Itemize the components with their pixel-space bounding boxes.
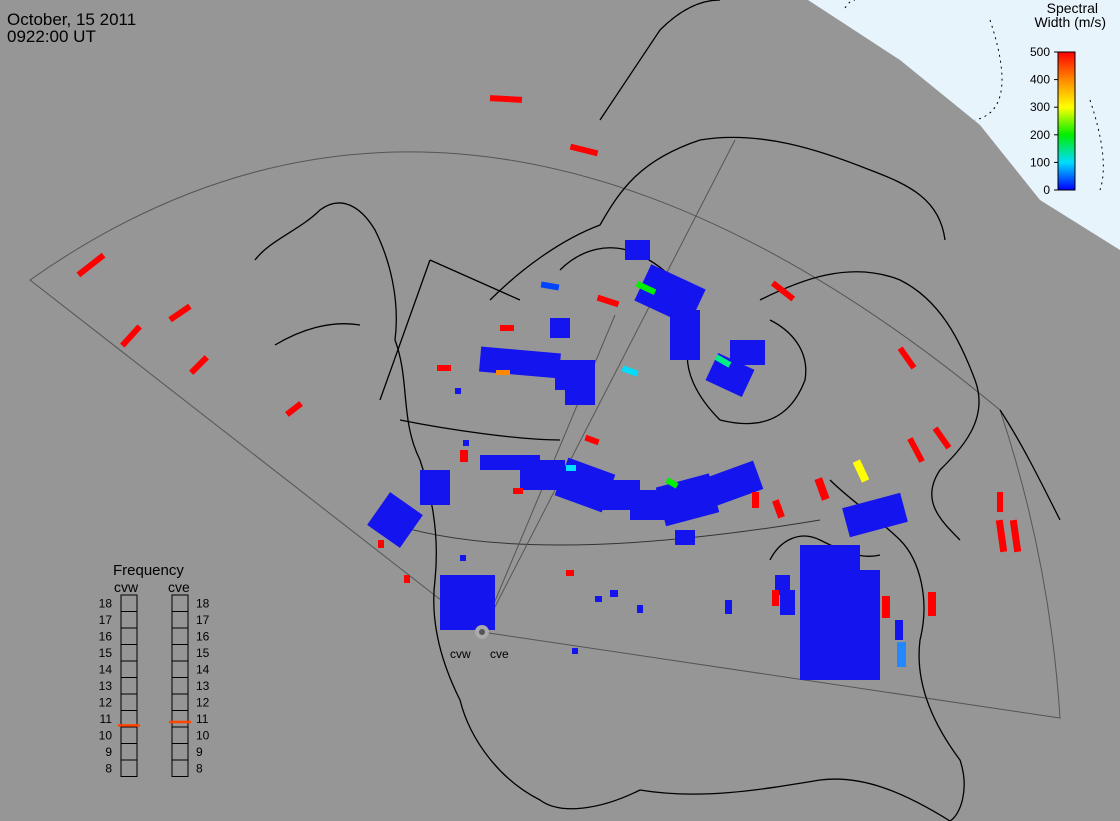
coastlines — [254, 0, 1061, 821]
latitude-circle-dotted-3 — [1089, 99, 1104, 191]
time-label: 0922:00 UT — [7, 27, 96, 46]
frequency-scale-label-left: 18 — [99, 596, 113, 610]
colorbar-tick-label: 400 — [1030, 73, 1050, 87]
colorbar-title-2: Width (m/s) — [1034, 14, 1106, 30]
frequency-scale-label-right: 14 — [196, 662, 210, 676]
radar-label-cvw: cvw — [450, 647, 471, 661]
frequency-scale-label-left: 12 — [99, 695, 113, 709]
radar-label-cve: cve — [490, 647, 509, 661]
frequency-scale: 18 18 17 17 16 16 15 15 14 14 13 13 12 12 11 11 10 10 9 9 8 8 — [99, 594, 210, 777]
frequency-scale-label-left: 14 — [99, 662, 113, 676]
frequency-title: Frequency — [113, 562, 184, 579]
fov-beam-edge-1 — [481, 139, 736, 633]
frequency-scale-label-left: 9 — [105, 745, 112, 759]
scatter-blue — [367, 240, 908, 680]
frequency-scale-label-right: 11 — [196, 712, 209, 726]
colorbar-tick-label: 100 — [1030, 155, 1050, 169]
frequency-column-cve — [171, 594, 189, 777]
frequency-scale-label-left: 10 — [99, 728, 113, 742]
frequency-panel: Frequency cvw cve 18 18 17 17 16 16 15 15 14 14 13… — [99, 562, 210, 777]
frequency-scale-label-right: 10 — [196, 728, 210, 742]
frequency-scale-label-left: 11 — [100, 712, 113, 726]
latitude-circle-dotted — [844, 0, 856, 9]
frequency-scale-label-left: 16 — [99, 629, 113, 643]
colorbar: Spectral Width (m/s) 500 400 300 200 100 0 — [1030, 0, 1106, 197]
frequency-scale-label-right: 8 — [196, 761, 203, 775]
frequency-scale-label-right: 13 — [196, 679, 210, 693]
frequency-scale-label-left: 8 — [105, 761, 112, 775]
colorbar-tick-label: 300 — [1030, 100, 1050, 114]
latitude-circle-dotted-2 — [974, 19, 1003, 121]
radar-site-center — [479, 629, 485, 635]
frequency-scale-label-right: 9 — [196, 745, 203, 759]
date-label: October, 15 2011 — [7, 10, 137, 29]
frequency-scale-label-left: 15 — [99, 646, 113, 660]
frequency-scale-label-left: 13 — [99, 679, 113, 693]
frequency-scale-label-right: 12 — [196, 695, 210, 709]
colorbar-tick-label: 200 — [1030, 128, 1050, 142]
colorbar-gradient — [1057, 51, 1076, 191]
colorbar-title-1: Spectral — [1047, 0, 1098, 16]
fov-inner-arc — [379, 519, 821, 546]
frequency-scale-label-right: 17 — [196, 613, 210, 627]
frequency-scale-label-right: 18 — [196, 596, 210, 610]
radar-fov-outline — [29, 151, 1061, 719]
scatter-red — [76, 95, 1022, 618]
frequency-column-cvw — [120, 594, 138, 777]
scatter-mixed — [496, 281, 906, 667]
frequency-radar-cvw: cvw — [114, 579, 139, 595]
colorbar-tick-label: 0 — [1043, 183, 1050, 197]
frequency-scale-label-right: 15 — [196, 646, 210, 660]
colorbar-tick-label: 500 — [1030, 45, 1050, 59]
polar-region — [808, 0, 1120, 250]
colorbar-ticks: 500 400 300 200 100 0 — [1030, 45, 1058, 197]
frequency-radar-cve: cve — [168, 579, 190, 595]
frequency-scale-label-right: 16 — [196, 629, 210, 643]
frequency-scale-label-left: 17 — [99, 613, 113, 627]
